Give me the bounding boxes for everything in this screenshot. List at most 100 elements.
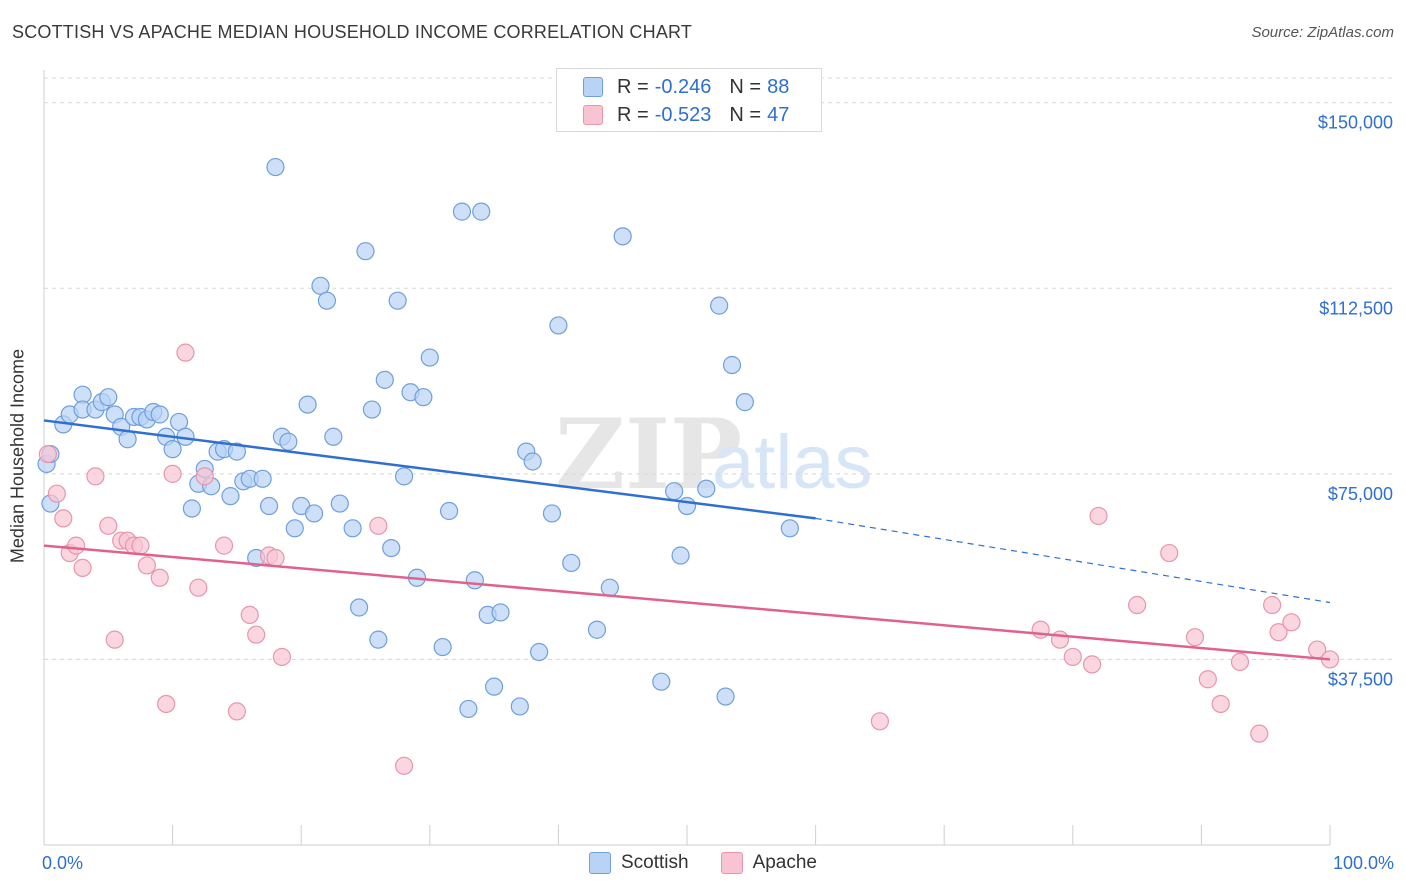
apache-point [189, 578, 208, 597]
apache-point [137, 556, 156, 575]
apache-point [266, 548, 285, 568]
y-tick-label: $75,000 [1328, 484, 1393, 504]
x-tick-label-max: 100.0% [1332, 853, 1394, 873]
scottish-point [613, 227, 632, 246]
apache-point [1185, 628, 1205, 647]
scottish-point [317, 291, 337, 310]
scottish-point [356, 242, 375, 261]
apache-point [105, 630, 124, 649]
legend-r-label: R = [617, 75, 649, 98]
apache-point [54, 509, 73, 528]
scottish-point [665, 482, 684, 501]
apache-swatch [720, 852, 743, 874]
legend-n-value: 47 [767, 103, 790, 126]
apache-point [157, 694, 176, 714]
scottish-point [279, 432, 298, 451]
apache-point [272, 647, 292, 667]
scottish-point [285, 519, 304, 538]
series-legend-label: Scottish [620, 852, 689, 873]
scottish-trend-line [43, 419, 816, 520]
apache-point [47, 484, 66, 503]
scottish-point [150, 405, 169, 424]
legend-n-label: N = [729, 103, 762, 126]
scottish-point [182, 499, 201, 518]
chart-source: Source: ZipAtlas.com [1251, 24, 1394, 41]
legend-n-label: N = [729, 75, 762, 98]
apache-point [176, 343, 195, 362]
apache-point [1063, 647, 1082, 667]
scottish-point [394, 467, 414, 486]
scottish-swatch [583, 77, 603, 97]
legend-r-value: -0.523 [654, 103, 712, 126]
series-legend-apache: Apache [720, 852, 818, 874]
scottish-point [99, 388, 118, 407]
scottish-point [439, 501, 459, 521]
apache-point [86, 467, 105, 486]
series-legend-scottish: Scottish [588, 852, 689, 874]
scottish-point [549, 316, 568, 335]
scottish-point [324, 427, 343, 446]
scottish-point [716, 687, 735, 706]
series-legend-label: Apache [752, 852, 818, 873]
scottish-point [452, 202, 472, 221]
legend-r-label: R = [617, 103, 649, 126]
apache-point [163, 464, 182, 483]
scottish-point [221, 487, 240, 506]
scottish-point [491, 603, 510, 622]
scottish-point [735, 393, 754, 412]
apache-trend-line [43, 544, 1331, 661]
apache-point [73, 558, 92, 577]
scottish-point [710, 296, 729, 315]
apache-point [227, 702, 246, 721]
legend-row-scottish: R = -0.246 N = 88 [583, 75, 789, 99]
apache-point [1089, 506, 1108, 526]
apache-point [131, 536, 150, 555]
apache-point [1082, 655, 1102, 674]
legend-r-value: -0.246 [654, 75, 712, 98]
apache-point [99, 516, 118, 535]
apache-point [240, 605, 259, 625]
scottish-point [330, 494, 349, 513]
apache-point [1230, 652, 1250, 672]
scottish-point [510, 697, 529, 716]
scottish-point [600, 578, 619, 597]
y-tick-label: $150,000 [1318, 113, 1393, 133]
apache-point [195, 467, 214, 486]
scottish-point [227, 442, 246, 461]
scottish-swatch [588, 852, 611, 874]
scottish-point [349, 598, 369, 617]
y-tick-label: $112,500 [1319, 298, 1393, 318]
chart-title: SCOTTISH VS APACHE MEDIAN HOUSEHOLD INCO… [12, 22, 693, 42]
scottish-point [375, 370, 394, 389]
scottish-point [118, 430, 137, 449]
scottish-point [259, 496, 279, 516]
apache-point [1269, 623, 1288, 642]
series-legend: Scottish Apache [0, 852, 1406, 874]
scottish-point [542, 504, 562, 523]
scottish-point [652, 672, 671, 691]
apache-point [369, 516, 388, 535]
scottish-point [298, 395, 317, 414]
scottish-point [163, 440, 182, 459]
scottish-point [266, 157, 285, 177]
scottish-point [587, 620, 607, 639]
x-tick-label-min: 0.0% [42, 853, 84, 873]
apache-point [214, 536, 234, 555]
scottish-trend-extension [815, 517, 1331, 604]
scottish-point [414, 388, 433, 407]
watermark-atlas: atlas [712, 420, 873, 505]
correlation-legend: R = -0.246 N = 88 R = -0.523 N = 47 [556, 68, 822, 132]
apache-swatch [583, 105, 603, 125]
apache-point [38, 444, 57, 464]
scottish-point [472, 202, 491, 221]
scottish-point [523, 452, 542, 471]
apache-point [1031, 620, 1050, 639]
apache-point [1160, 543, 1179, 563]
apache-point [150, 568, 169, 587]
scottish-point [369, 630, 388, 649]
apache-point [1211, 694, 1230, 714]
apache-point [67, 536, 86, 555]
apache-point [1198, 670, 1217, 689]
legend-row-apache: R = -0.523 N = 47 [583, 103, 789, 127]
